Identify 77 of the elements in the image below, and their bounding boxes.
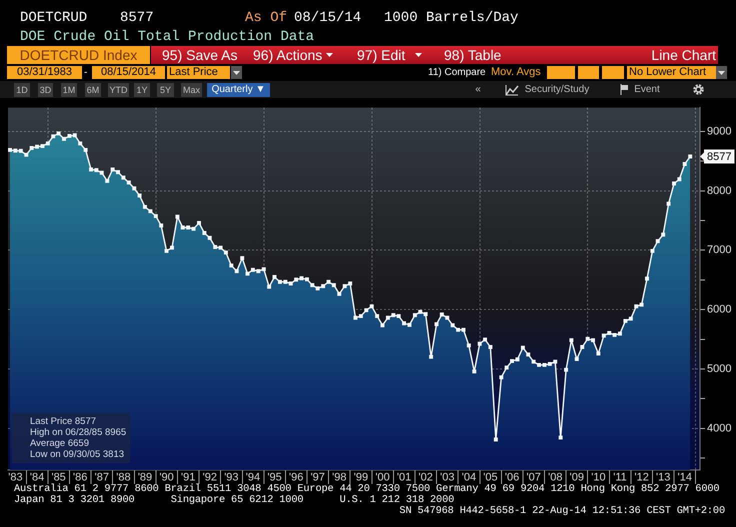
text: - bbox=[84, 66, 88, 79]
x-tick-label: '96 bbox=[289, 472, 304, 484]
y-tick-label: 9000 bbox=[707, 125, 732, 138]
text: 1M bbox=[61, 83, 77, 97]
x-tick-label: '04 bbox=[462, 472, 476, 484]
text: 8577 bbox=[120, 9, 154, 27]
text: 03/31/1983 bbox=[7, 66, 82, 79]
text: DOETCRUD Index bbox=[7, 46, 150, 64]
x-tick-label: '99 bbox=[354, 472, 368, 484]
text: Quarterly ▼ bbox=[207, 83, 270, 97]
text: Australia 61 2 9777 8600 Brazil 5511 3048 4500 Europe 44 20 7330 7500 Germany 49 69 9204 1210 Hong Kong 852 2977 6000 bbox=[14, 483, 720, 495]
x-tick-label: '13 bbox=[656, 472, 670, 484]
x-tick-label: '91 bbox=[181, 472, 196, 484]
y-tick-label: 5000 bbox=[707, 363, 732, 376]
x-tick-label: '86 bbox=[73, 472, 88, 484]
x-tick-label: '84 bbox=[30, 472, 44, 484]
annotation: High on 06/28/85 8965 bbox=[30, 427, 126, 438]
text: 1000 Barrels/Day bbox=[384, 9, 518, 27]
text: Japan 81 3 3201 8900 Singapore 65 6212 1000 U.S. 1 212 318 2000 bbox=[14, 494, 454, 506]
text: No Lower Chart bbox=[627, 66, 716, 79]
annotation: Low on 09/30/05 3813 bbox=[30, 449, 124, 460]
text: YTD bbox=[108, 83, 129, 97]
x-tick-label: '02 bbox=[418, 472, 433, 484]
x-tick-label: '95 bbox=[267, 472, 282, 484]
chart-title: DOE Crude Oil Total Production Data bbox=[20, 28, 314, 46]
x-tick-label: '97 bbox=[310, 472, 325, 484]
text: As Of bbox=[245, 9, 288, 27]
text: 08/15/14 bbox=[294, 9, 362, 27]
x-tick-label: '93 bbox=[224, 472, 239, 484]
x-tick-label: '09 bbox=[570, 472, 584, 484]
annotation: Average 6659 bbox=[30, 438, 89, 449]
x-tick-label: '08 bbox=[548, 472, 562, 484]
text: 98) Table bbox=[444, 46, 502, 64]
x-tick-label: '05 bbox=[483, 472, 498, 484]
text: Line Chart bbox=[650, 46, 716, 64]
y-tick-label: 6000 bbox=[707, 304, 732, 316]
text: 1D bbox=[14, 83, 30, 97]
x-tick-label: '89 bbox=[138, 472, 152, 484]
text: 96) Actions bbox=[253, 46, 322, 64]
text: 95) Save As bbox=[162, 46, 238, 64]
x-tick-label: '07 bbox=[526, 472, 541, 484]
x-tick-label: '92 bbox=[202, 472, 217, 484]
x-tick-label: '90 bbox=[159, 472, 174, 484]
text: Event bbox=[633, 83, 661, 97]
y-tick-label: 7000 bbox=[707, 244, 732, 256]
text: 97) Edit bbox=[357, 46, 406, 64]
x-tick-label: '94 bbox=[246, 472, 260, 484]
text: DOETCRUD bbox=[20, 9, 88, 27]
text: 3D bbox=[38, 83, 53, 97]
text: Mov. Avgs bbox=[491, 66, 541, 79]
text: Security/Study bbox=[524, 83, 590, 97]
annotation: Last Price 8577 bbox=[30, 416, 96, 427]
text: 1Y bbox=[134, 83, 150, 97]
x-tick-label: '01 bbox=[396, 472, 412, 484]
x-tick-label: '83 bbox=[8, 472, 23, 484]
text: 08/15/2014 bbox=[92, 66, 165, 79]
x-tick-label: '14 bbox=[678, 472, 692, 484]
y-tick-label: 4000 bbox=[707, 422, 732, 434]
x-tick-label: '88 bbox=[116, 472, 131, 484]
x-tick-label: '87 bbox=[94, 472, 109, 484]
x-tick-label: '12 bbox=[634, 472, 649, 484]
x-tick-label: '98 bbox=[332, 472, 346, 484]
text: 5Y bbox=[157, 83, 174, 97]
y-tick-label: 8000 bbox=[707, 184, 732, 197]
text: Last Price bbox=[167, 66, 230, 79]
text: 6M bbox=[85, 83, 101, 97]
text: « bbox=[474, 83, 482, 97]
annotation: 8577 bbox=[707, 151, 732, 164]
x-tick-label: '10 bbox=[591, 472, 606, 484]
text: 11) Compare bbox=[428, 66, 486, 79]
text: Max bbox=[181, 83, 202, 97]
x-tick-label: '00 bbox=[375, 472, 390, 484]
text: SN 547968 H442-5658-1 22-Aug-14 12:51:36 CEST GMT+2:00 bbox=[398, 505, 725, 518]
x-tick-label: '85 bbox=[51, 472, 66, 484]
x-tick-label: '11 bbox=[613, 472, 627, 484]
x-tick-label: '06 bbox=[504, 472, 520, 484]
x-tick-label: '03 bbox=[440, 472, 454, 484]
